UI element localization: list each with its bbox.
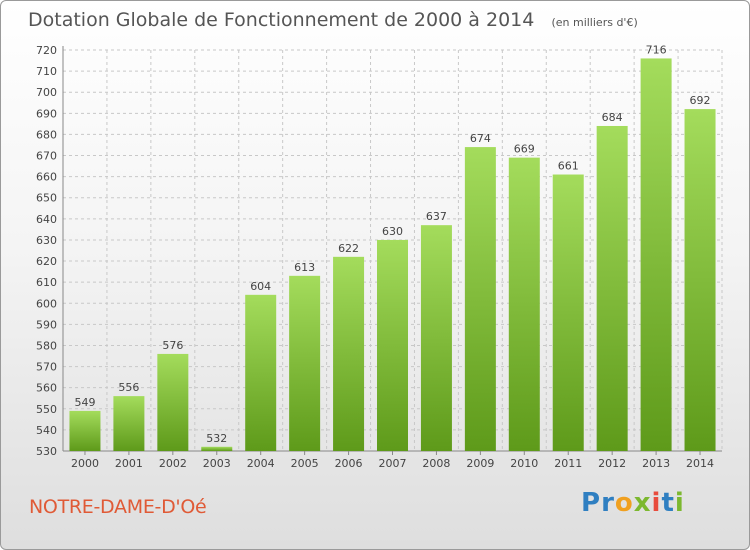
bar-2002[interactable] bbox=[157, 353, 189, 451]
y-tick-label: 710 bbox=[36, 65, 57, 78]
y-tick-label: 640 bbox=[36, 213, 57, 226]
brand-letter: o bbox=[614, 488, 634, 518]
bar-2005[interactable] bbox=[289, 275, 321, 451]
y-tick-label: 620 bbox=[36, 255, 57, 268]
chart-unit: (en milliers d'€) bbox=[551, 16, 638, 29]
value-label-2011: 661 bbox=[558, 160, 579, 173]
bar-2006[interactable] bbox=[333, 256, 365, 451]
bar-2011[interactable] bbox=[552, 174, 584, 451]
value-label-2012: 684 bbox=[602, 111, 623, 124]
x-tick-label-2003: 2003 bbox=[203, 457, 231, 470]
x-tick-label-2001: 2001 bbox=[115, 457, 143, 470]
chart-title: Dotation Globale de Fonctionnement de 20… bbox=[28, 9, 535, 31]
y-tick-label: 650 bbox=[36, 192, 57, 205]
bar-2009[interactable] bbox=[464, 147, 496, 451]
x-tick-label-2000: 2000 bbox=[71, 457, 99, 470]
value-label-2007: 630 bbox=[382, 225, 403, 238]
bar-2001[interactable] bbox=[113, 396, 145, 451]
value-label-2004: 604 bbox=[250, 280, 271, 293]
y-tick-label: 680 bbox=[36, 128, 57, 141]
x-tick-label-2002: 2002 bbox=[159, 457, 187, 470]
y-tick-label: 570 bbox=[36, 361, 57, 374]
place-name: NOTRE-DAME-D'Oé bbox=[29, 496, 207, 518]
x-tick-label-2008: 2008 bbox=[422, 457, 450, 470]
value-label-2006: 622 bbox=[338, 242, 359, 255]
labels: 549 556 576 532 604 613 622 630 637 674 669 661 684 7… bbox=[74, 43, 710, 444]
y-tick-label: 540 bbox=[36, 424, 57, 437]
value-label-2010: 669 bbox=[514, 143, 535, 156]
x-tick-label-2005: 2005 bbox=[291, 457, 319, 470]
value-label-2014: 692 bbox=[690, 94, 711, 107]
bar-2010[interactable] bbox=[508, 157, 540, 451]
bar-2003[interactable] bbox=[201, 446, 233, 451]
x-tick-label-2004: 2004 bbox=[247, 457, 275, 470]
value-label-2013: 716 bbox=[646, 43, 667, 56]
x-tick-label-2014: 2014 bbox=[686, 457, 714, 470]
y-tick-label: 580 bbox=[36, 339, 57, 352]
x-tick-label-2013: 2013 bbox=[642, 457, 670, 470]
bar-2008[interactable] bbox=[420, 225, 452, 451]
value-label-2005: 613 bbox=[294, 261, 315, 274]
bar-2012[interactable] bbox=[596, 125, 628, 452]
value-label-2009: 674 bbox=[470, 132, 491, 145]
x-tick-label-2010: 2010 bbox=[510, 457, 538, 470]
y-tick-label: 720 bbox=[36, 44, 57, 57]
value-label-2003: 532 bbox=[206, 432, 227, 445]
bar-2004[interactable] bbox=[245, 294, 277, 451]
y-tick-label: 670 bbox=[36, 150, 57, 163]
bars bbox=[69, 58, 716, 452]
x-tick-label-2012: 2012 bbox=[598, 457, 626, 470]
chart-title-row: Dotation Globale de Fonctionnement de 20… bbox=[28, 9, 638, 31]
y-tick-label: 550 bbox=[36, 403, 57, 416]
brand-letter: i bbox=[674, 488, 685, 518]
brand-letter: x bbox=[633, 488, 652, 518]
brand-letter: i bbox=[651, 488, 662, 518]
brand-letter: t bbox=[661, 488, 675, 518]
x-tick-label-2006: 2006 bbox=[335, 457, 363, 470]
y-tick-label: 700 bbox=[36, 86, 57, 99]
bar-2000[interactable] bbox=[69, 410, 101, 451]
brand-letter: r bbox=[601, 488, 615, 518]
bar-2014[interactable] bbox=[684, 109, 716, 452]
value-label-2008: 637 bbox=[426, 210, 447, 223]
x-tick-label-2011: 2011 bbox=[554, 457, 582, 470]
y-tick-label: 690 bbox=[36, 107, 57, 120]
y-tick-label: 560 bbox=[36, 382, 57, 395]
bar-2013[interactable] bbox=[640, 58, 672, 451]
y-tick-label: 610 bbox=[36, 276, 57, 289]
y-tick-label: 600 bbox=[36, 297, 57, 310]
proxiti-logo[interactable]: Proxiti bbox=[581, 488, 685, 518]
x-tick-label-2009: 2009 bbox=[466, 457, 494, 470]
y-tick-label: 590 bbox=[36, 318, 57, 331]
y-tick-label: 660 bbox=[36, 171, 57, 184]
value-label-2001: 556 bbox=[118, 381, 139, 394]
x-tick-label-2007: 2007 bbox=[379, 457, 407, 470]
value-label-2002: 576 bbox=[162, 339, 183, 352]
y-tick-label: 530 bbox=[36, 445, 57, 458]
bar-2007[interactable] bbox=[377, 239, 408, 451]
axes: 530 540 550 560 570 580 590 600 610 620 630 640 650 6… bbox=[36, 44, 722, 470]
brand-letter: P bbox=[581, 488, 602, 518]
value-label-2000: 549 bbox=[74, 396, 95, 409]
y-tick-label: 630 bbox=[36, 234, 57, 247]
